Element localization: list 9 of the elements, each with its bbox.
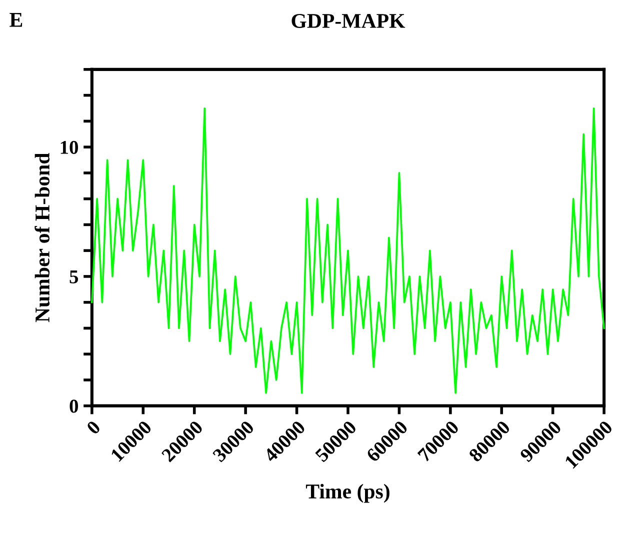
line-series [91, 107, 605, 394]
x-axis-title: Time (ps) [306, 484, 390, 503]
y-axis-title: Number of H-bond [34, 152, 50, 322]
y-tick-label: 5 [70, 270, 78, 284]
y-tick-label: 0 [70, 400, 78, 413]
chart-title: GDP-MAPK [292, 14, 406, 28]
text: E [10, 13, 22, 27]
y-tick-label: 10 [60, 140, 78, 154]
x-tick-label: 0 [86, 420, 102, 436]
